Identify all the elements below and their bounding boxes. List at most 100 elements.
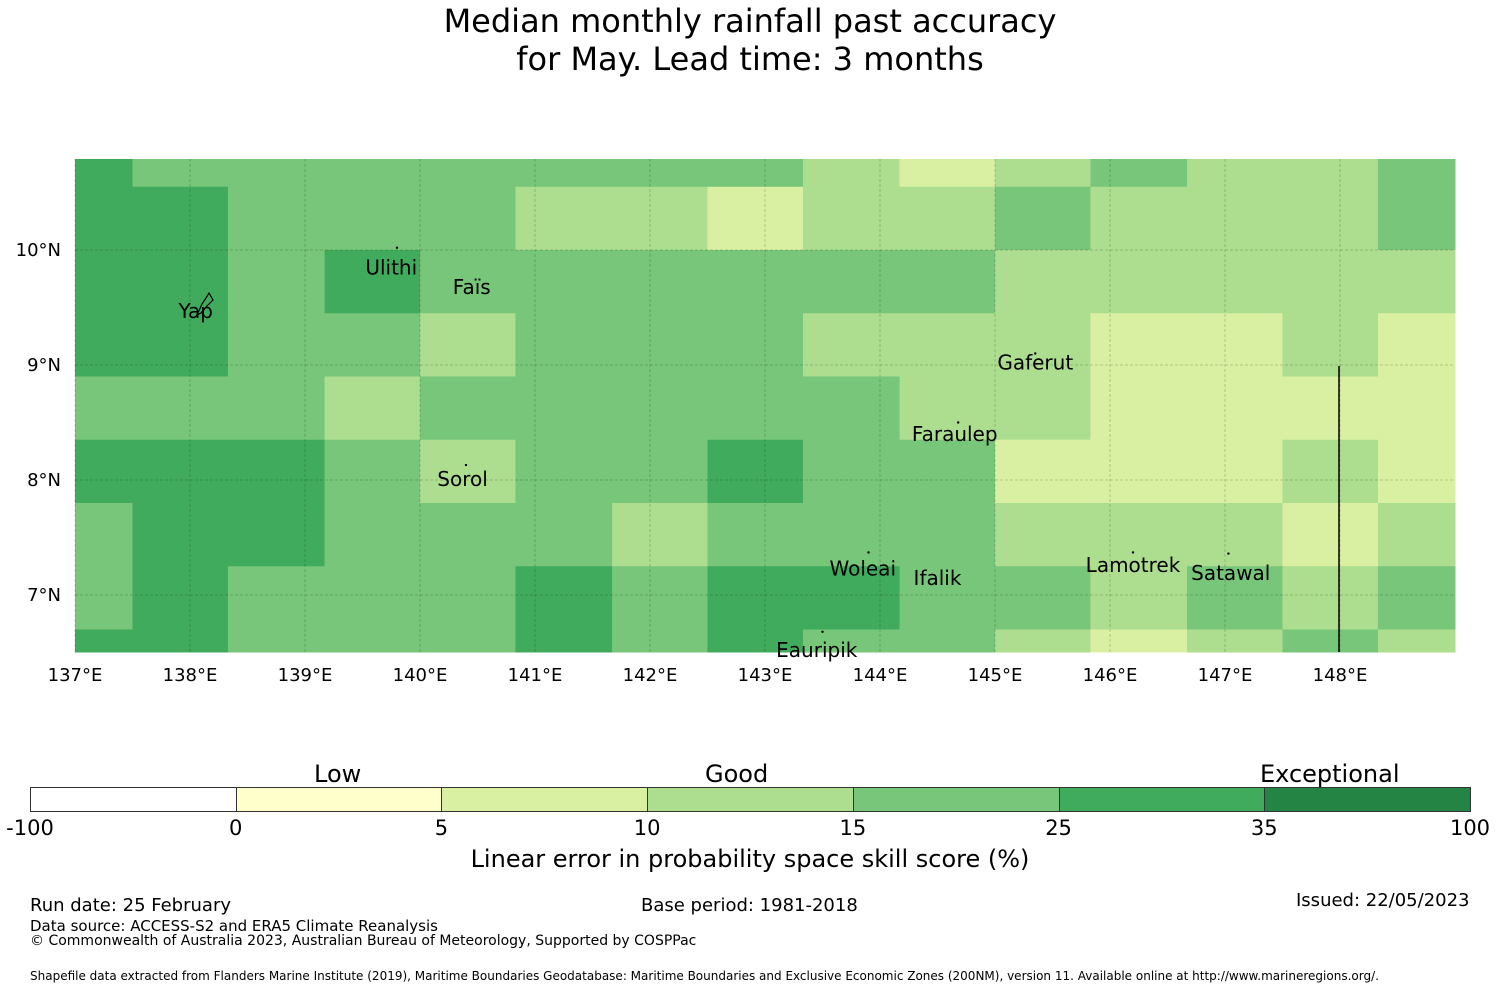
heatmap-cell bbox=[132, 629, 229, 653]
heatmap-cell bbox=[227, 250, 326, 314]
place-label-faraulep: Faraulep bbox=[912, 422, 998, 446]
heatmap-cell bbox=[227, 629, 326, 653]
place-label-woleai: Woleai bbox=[829, 557, 896, 581]
heatmap-cell bbox=[802, 376, 901, 441]
lon-tick-label: 139°E bbox=[278, 665, 333, 686]
lat-tick-label: 9°N bbox=[27, 355, 61, 376]
run-date: Run date: 25 February bbox=[30, 895, 231, 916]
heatmap-cell bbox=[227, 503, 326, 567]
heatmap-cell bbox=[802, 503, 901, 567]
heatmap-cell bbox=[1282, 439, 1379, 504]
heatmap-cell bbox=[1282, 250, 1379, 314]
base-period: Base period: 1981-2018 bbox=[641, 895, 858, 916]
heatmap-cell bbox=[802, 250, 901, 314]
heatmap-cell bbox=[1282, 376, 1379, 441]
heatmap-cell bbox=[1282, 566, 1379, 630]
heatmap-cell bbox=[612, 439, 708, 504]
heatmap-cell bbox=[995, 629, 1091, 653]
heatmap-cell bbox=[420, 376, 516, 441]
heatmap-cell bbox=[515, 629, 613, 653]
heatmap-cell bbox=[132, 503, 229, 567]
heatmap-cell bbox=[420, 629, 516, 653]
colorbar bbox=[30, 787, 1471, 812]
heatmap-cell bbox=[324, 159, 421, 188]
issued-date: Issued: 22/05/2023 bbox=[1296, 890, 1470, 911]
lon-tick-label: 142°E bbox=[623, 665, 678, 686]
heatmap-cell bbox=[75, 159, 133, 188]
heatmap-cell bbox=[1187, 250, 1283, 314]
heatmap-cell bbox=[1187, 376, 1283, 441]
heatmap-cell bbox=[1377, 159, 1456, 188]
heatmap-cell bbox=[1090, 566, 1188, 630]
lon-tick-label: 148°E bbox=[1313, 665, 1368, 686]
heatmap-cell bbox=[75, 629, 133, 653]
heatmap-cell bbox=[75, 250, 133, 314]
heatmap-cell bbox=[420, 439, 516, 504]
heatmap-cell bbox=[324, 629, 421, 653]
lat-tick-label: 7°N bbox=[27, 585, 61, 606]
heatmap-cell bbox=[132, 186, 229, 251]
colorbar-tick-label: 100 bbox=[1449, 816, 1491, 840]
heatmap-cell bbox=[515, 503, 613, 567]
lon-tick-label: 146°E bbox=[1083, 665, 1138, 686]
heatmap-cell bbox=[132, 376, 229, 441]
island-dot bbox=[395, 246, 399, 249]
lat-tick-label: 8°N bbox=[27, 470, 61, 491]
heatmap-cell bbox=[1282, 159, 1379, 188]
heatmap-cell bbox=[132, 566, 229, 630]
heatmap-cell bbox=[899, 313, 996, 377]
copyright: © Commonwealth of Australia 2023, Austra… bbox=[30, 933, 697, 949]
heatmap-cell bbox=[995, 159, 1091, 188]
heatmap-cell bbox=[1090, 250, 1188, 314]
heatmap-cell bbox=[324, 439, 421, 504]
heatmap-cell bbox=[1282, 186, 1379, 251]
heatmap-cell bbox=[324, 186, 421, 251]
heatmap-cell bbox=[707, 439, 804, 504]
lon-tick-label: 143°E bbox=[738, 665, 793, 686]
heatmap-cell bbox=[1377, 439, 1456, 504]
legend-category-exceptional: Exceptional bbox=[1260, 760, 1400, 788]
island-dot bbox=[1034, 352, 1037, 355]
heatmap-cell bbox=[1377, 186, 1456, 251]
heatmap-cell bbox=[802, 159, 901, 188]
island-dot bbox=[1131, 551, 1135, 554]
heatmap-cell bbox=[802, 313, 901, 377]
heatmap-cell bbox=[899, 629, 996, 653]
heatmap-cell bbox=[324, 503, 421, 567]
heatmap-cell bbox=[1090, 376, 1188, 441]
heatmap-cell bbox=[612, 250, 708, 314]
heatmap-cell bbox=[899, 250, 996, 314]
yap-island-outline bbox=[195, 291, 214, 317]
heatmap-cell bbox=[995, 376, 1091, 441]
colorbar-tick-label: 0 bbox=[229, 816, 243, 840]
legend-category-good: Good bbox=[705, 760, 769, 788]
heatmap-cell bbox=[707, 566, 804, 630]
colorbar-tick-label: 15 bbox=[839, 816, 867, 840]
heatmap-cell bbox=[612, 159, 708, 188]
heatmap-cell bbox=[1187, 159, 1283, 188]
heatmap-cell bbox=[227, 159, 326, 188]
chart-title-line1: Median monthly rainfall past accuracy bbox=[443, 2, 1057, 40]
heatmap-cell bbox=[515, 186, 613, 251]
heatmap-cell bbox=[227, 376, 326, 441]
heatmap-cell bbox=[1282, 629, 1379, 653]
lon-tick-label: 140°E bbox=[393, 665, 448, 686]
heatmap-cell bbox=[899, 503, 996, 567]
heatmap-cell bbox=[324, 250, 421, 314]
heatmap-cell bbox=[707, 186, 804, 251]
heatmap-cell bbox=[612, 503, 708, 567]
colorbar-segment bbox=[441, 787, 649, 812]
colorbar-tick-label: 5 bbox=[434, 816, 449, 840]
heatmap-cell bbox=[1090, 313, 1188, 377]
data-source: Data source: ACCESS-S2 and ERA5 Climate … bbox=[30, 917, 438, 935]
heatmap-cell bbox=[324, 376, 421, 441]
heatmap-cells bbox=[75, 159, 1456, 653]
heatmap-cell bbox=[1377, 313, 1456, 377]
legend-category-low: Low bbox=[314, 760, 362, 788]
heatmap-cell bbox=[75, 186, 133, 251]
chart-title-line2: for May. Lead time: 3 months bbox=[516, 40, 984, 78]
heatmap-cell bbox=[707, 313, 804, 377]
heatmap-cell bbox=[75, 376, 133, 441]
heatmap-cell bbox=[707, 629, 804, 653]
heatmap-cell bbox=[420, 159, 516, 188]
